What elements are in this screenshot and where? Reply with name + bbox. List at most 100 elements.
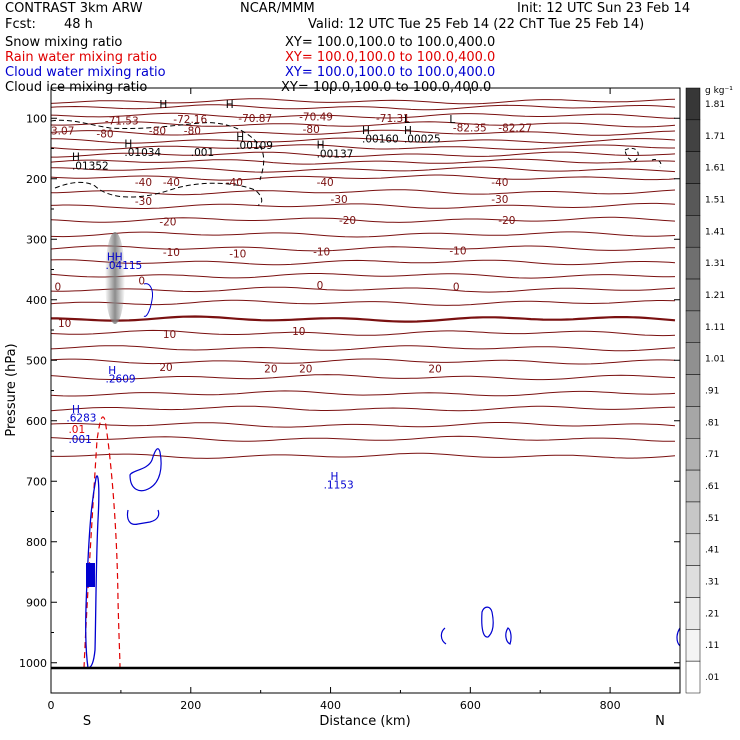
temperature-label: 0 (54, 282, 61, 294)
cloud-ice-label: H (159, 99, 167, 111)
colorbar-swatch (685, 342, 701, 375)
cloud-water-max-patch (86, 563, 95, 587)
rain-label: .01 (68, 424, 85, 436)
cloud-ice-label: .01034 (124, 147, 161, 159)
temperature-label: -10 (229, 248, 246, 260)
cloud-water-label: H (331, 471, 339, 483)
cloud-water-contour (676, 627, 680, 647)
cloud-ice-label: L (449, 114, 455, 126)
temperature-label: -20 (339, 215, 356, 227)
field-name-rain: Rain water mixing ratio (5, 50, 158, 65)
colorbar-swatch (685, 629, 701, 662)
cloud-ice-label: .00137 (317, 149, 354, 161)
snow-contour (143, 283, 153, 317)
cloud-ice-label: H (124, 138, 132, 150)
temperature-label: -20 (498, 215, 515, 227)
colorbar-label: 1.51 (705, 195, 725, 205)
rain-contour (83, 416, 121, 669)
temperature-label: -71.53 (105, 115, 139, 127)
cloud-ice-contours (51, 119, 662, 206)
colorbar-swatch (685, 469, 701, 503)
init-time: Init: 12 UTC Sun 23 Feb 14 (517, 1, 691, 16)
colorbar-swatch (685, 246, 701, 280)
cloud-ice-label: .00160 (362, 133, 399, 145)
temperature-label: 20 (159, 362, 172, 374)
temperature-label: -40 (163, 177, 180, 189)
temperature-label: -20 (159, 216, 176, 228)
temperature-label: -82.27 (498, 123, 532, 135)
colorbar-swatch (685, 310, 701, 343)
temperature-label: 10 (163, 329, 176, 341)
temperature-label: -40 (491, 177, 508, 189)
colorbar-label: 1.41 (705, 227, 725, 237)
temperature-contour (51, 374, 676, 381)
temperature-contour (51, 259, 676, 266)
colorbar-swatch (685, 660, 701, 694)
cloud-ice-label: .00109 (236, 140, 273, 152)
rain-contours (83, 416, 121, 669)
cloud-water-label: .1153 (324, 480, 354, 492)
cloud-water-label: H (108, 365, 116, 377)
temperature-contour (51, 98, 676, 105)
temperature-contour (51, 166, 676, 173)
cloud-water-contour (126, 509, 160, 525)
temperature-contour (51, 202, 676, 209)
plot-area: -71.53 -72.16 -70.87 -70.49 -71.31 -80 -80 -80 -… (51, 98, 680, 669)
cloud-water-label: H (72, 404, 80, 416)
colorbar-label: 1.01 (705, 355, 725, 365)
cloud-ice-label: H (362, 125, 370, 137)
cloud-water-contour (505, 627, 512, 645)
temperature-label: -82.35 (453, 123, 487, 135)
fcst-label: Fcst: (5, 17, 36, 32)
snow-label: .04115 (106, 260, 143, 272)
colorbar-label: 1.21 (705, 291, 725, 301)
temperature-label: -40 (135, 177, 152, 189)
temperature-contour (51, 144, 675, 151)
temperature-label: 10 (58, 318, 71, 330)
x-tick-label: 800 (600, 699, 621, 712)
x-tick-label: 0 (48, 699, 55, 712)
center-label: NCAR/MMM (240, 1, 315, 16)
temperature-contour (51, 121, 676, 128)
temperature-contour (51, 435, 675, 442)
field-name-cloud-water: Cloud water mixing ratio (5, 65, 166, 80)
y-tick-label: 400 (26, 294, 47, 307)
temperature-label: -30 (331, 194, 348, 206)
colorbar-swatch (685, 151, 701, 184)
cloud-ice-contour (624, 147, 639, 162)
temperature-contour (51, 405, 675, 412)
colorbar-swatch (685, 597, 701, 630)
temperature-contour (51, 231, 676, 238)
temperature-label: -71.31 (376, 113, 410, 125)
temperature-contour (51, 174, 676, 181)
temperature-contour (51, 129, 676, 136)
temperature-contour (51, 452, 676, 459)
snow-label: HH (107, 251, 123, 263)
temperature-contour (51, 422, 676, 428)
cloud-ice-label: .001 (191, 147, 214, 159)
colorbar-label: .11 (705, 641, 719, 651)
field-xy-rain: XY= 100.0,100.0 to 100.0,400.0 (285, 50, 496, 65)
field-name-snow: Snow mixing ratio (5, 35, 123, 50)
y-tick-label: 500 (26, 354, 47, 367)
cloud-ice-contour (54, 181, 263, 206)
temperature-label: -40 (226, 177, 243, 189)
y-tick-label: 1000 (19, 657, 47, 670)
cloud-ice-label: H (236, 132, 244, 144)
temperature-label: -72.16 (173, 114, 207, 126)
temperature-contour (51, 216, 676, 223)
colorbar-label: .71 (705, 450, 719, 460)
temperature-contour (51, 329, 676, 337)
temperature-label: 3.07 (51, 126, 74, 138)
temperature-label: 0 (453, 282, 460, 294)
cloud-water-label: .6283 (66, 412, 96, 424)
colorbar-swatch (685, 533, 701, 566)
colorbar: 1.81 1.71 1.61 1.51 1.41 1.31 1.21 1.11 1.01 .91.… (685, 87, 725, 694)
colorbar-unit: g kg⁻¹ (705, 86, 733, 96)
cloud-ice-label: .01352 (72, 161, 109, 173)
temperature-label: 20 (428, 363, 441, 375)
y-tick-label: 600 (26, 415, 47, 428)
temperature-contour (51, 299, 676, 306)
